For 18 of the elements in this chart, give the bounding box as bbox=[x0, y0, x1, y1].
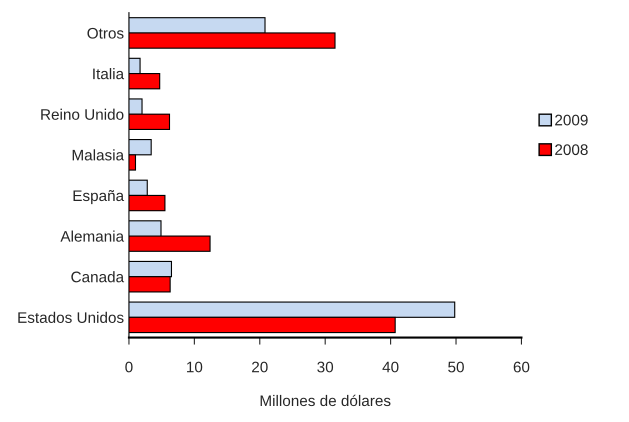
legend-label: 2008 bbox=[555, 144, 588, 156]
x-tick-label: 10 bbox=[187, 362, 202, 372]
x-tick-label: 0 bbox=[125, 362, 133, 372]
x-tick-label: 20 bbox=[252, 362, 268, 372]
y-tick-label: Canada bbox=[71, 271, 124, 282]
y-tick-label: Italia bbox=[93, 68, 124, 80]
x-tick-label: 40 bbox=[382, 362, 399, 372]
x-tick-label: 60 bbox=[514, 362, 530, 372]
legend-label: 2009 bbox=[555, 114, 588, 126]
y-tick-label: Otros bbox=[87, 28, 124, 39]
y-tick-label: Malasia bbox=[72, 149, 124, 161]
x-tick-label: 50 bbox=[448, 362, 464, 372]
y-tick-label: Reino Unido bbox=[41, 108, 124, 120]
x-tick-label: 30 bbox=[317, 362, 334, 372]
y-tick-label: Alemania bbox=[60, 230, 124, 242]
x-axis-title: Millones de dólares bbox=[260, 394, 390, 406]
y-tick-label: España bbox=[74, 190, 124, 204]
y-tick-label: Estados Unidos bbox=[18, 312, 124, 323]
